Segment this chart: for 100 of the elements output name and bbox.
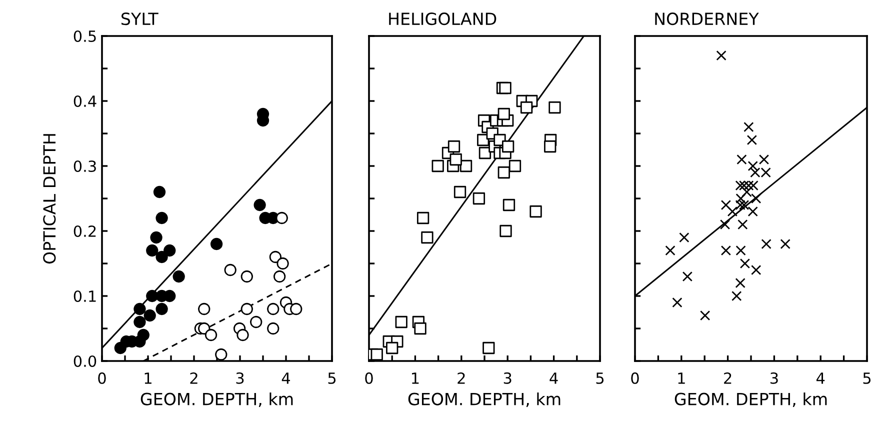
point: [727, 206, 738, 217]
point: [500, 224, 512, 238]
point: [735, 200, 746, 210]
point: [290, 302, 302, 316]
point: [156, 250, 168, 264]
point: [679, 232, 690, 243]
y-tick-label: 0.4: [74, 95, 96, 108]
point: [448, 140, 460, 153]
point: [751, 264, 762, 276]
y-axis-title: OPTICAL DEPTH: [43, 134, 56, 264]
x-tick-label: 0: [365, 372, 373, 384]
point: [153, 186, 166, 198]
point: [146, 290, 158, 302]
point: [746, 134, 758, 146]
point: [744, 122, 754, 132]
x-tick-label: 2: [724, 372, 732, 384]
point: [164, 244, 176, 257]
point: [146, 244, 158, 257]
point: [450, 153, 462, 166]
point: [720, 200, 732, 210]
point: [700, 310, 710, 321]
point: [742, 186, 752, 198]
y-tick-label: 0.3: [74, 160, 96, 172]
x-tick-label: 1: [412, 372, 419, 384]
point: [204, 328, 218, 342]
point: [276, 257, 289, 270]
x-axis-title: GEOM. DEPTH, km: [140, 392, 293, 408]
y-tick-label: 0.0: [74, 355, 96, 368]
point: [530, 205, 542, 218]
point: [156, 302, 168, 316]
point: [758, 154, 770, 165]
x-tick-label: 5: [328, 372, 336, 384]
point: [414, 322, 426, 335]
point: [665, 245, 676, 256]
point: [738, 200, 750, 210]
point: [254, 198, 266, 212]
point: [215, 348, 228, 361]
x-tick-label: 4: [816, 372, 825, 384]
x-tick-label: 5: [596, 372, 604, 384]
x-tick-label: 5: [863, 372, 871, 384]
x-tick-label: 2: [458, 372, 465, 384]
point: [421, 231, 434, 244]
point: [720, 245, 732, 256]
point: [267, 322, 280, 335]
point: [240, 270, 253, 283]
point: [751, 193, 762, 204]
point: [137, 328, 150, 342]
point: [544, 140, 556, 153]
chart-title: HELIGOLAND: [389, 12, 496, 26]
point: [735, 278, 746, 288]
x-axis-title: GEOM. DEPTH, km: [674, 392, 827, 408]
point: [210, 238, 223, 250]
point: [240, 302, 253, 316]
point: [672, 297, 682, 308]
point: [498, 108, 510, 120]
point: [736, 245, 746, 256]
point: [276, 212, 288, 224]
x-tick-label: 0: [631, 372, 639, 384]
point: [720, 219, 730, 230]
point: [460, 160, 472, 172]
chart-title: SYLT: [122, 12, 158, 26]
point: [482, 342, 495, 354]
x-tick-label: 4: [550, 372, 558, 384]
point: [478, 146, 492, 160]
point: [736, 154, 747, 165]
x-tick-label: 3: [504, 372, 512, 384]
point: [386, 342, 398, 354]
point: [780, 238, 790, 250]
point: [156, 212, 168, 224]
point: [502, 198, 516, 212]
x-tick-label: 1: [678, 372, 685, 384]
point: [738, 219, 748, 230]
x-tick-label: 3: [236, 372, 244, 384]
point: [748, 206, 758, 217]
x-axis-title: GEOM. DEPTH, km: [408, 392, 560, 408]
point: [134, 302, 146, 316]
point: [432, 160, 444, 172]
point: [273, 270, 286, 283]
x-tick-label: 3: [770, 372, 778, 384]
point: [548, 101, 561, 114]
x-tick-label: 2: [190, 372, 198, 384]
point: [508, 160, 522, 172]
point: [520, 101, 533, 114]
point: [416, 212, 430, 224]
point: [454, 186, 466, 198]
y-tick-label: 0.5: [74, 30, 96, 42]
point: [748, 160, 758, 172]
point: [224, 264, 236, 276]
point: [172, 270, 185, 283]
point: [250, 316, 262, 328]
point: [472, 192, 486, 205]
x-tick-label: 0: [98, 372, 106, 384]
point: [499, 82, 512, 94]
point: [134, 316, 146, 328]
point: [198, 302, 210, 316]
point: [236, 328, 249, 342]
point: [150, 231, 162, 244]
point: [682, 271, 693, 282]
y-tick-label: 0.2: [74, 225, 96, 238]
x-tick-label: 1: [144, 372, 152, 384]
